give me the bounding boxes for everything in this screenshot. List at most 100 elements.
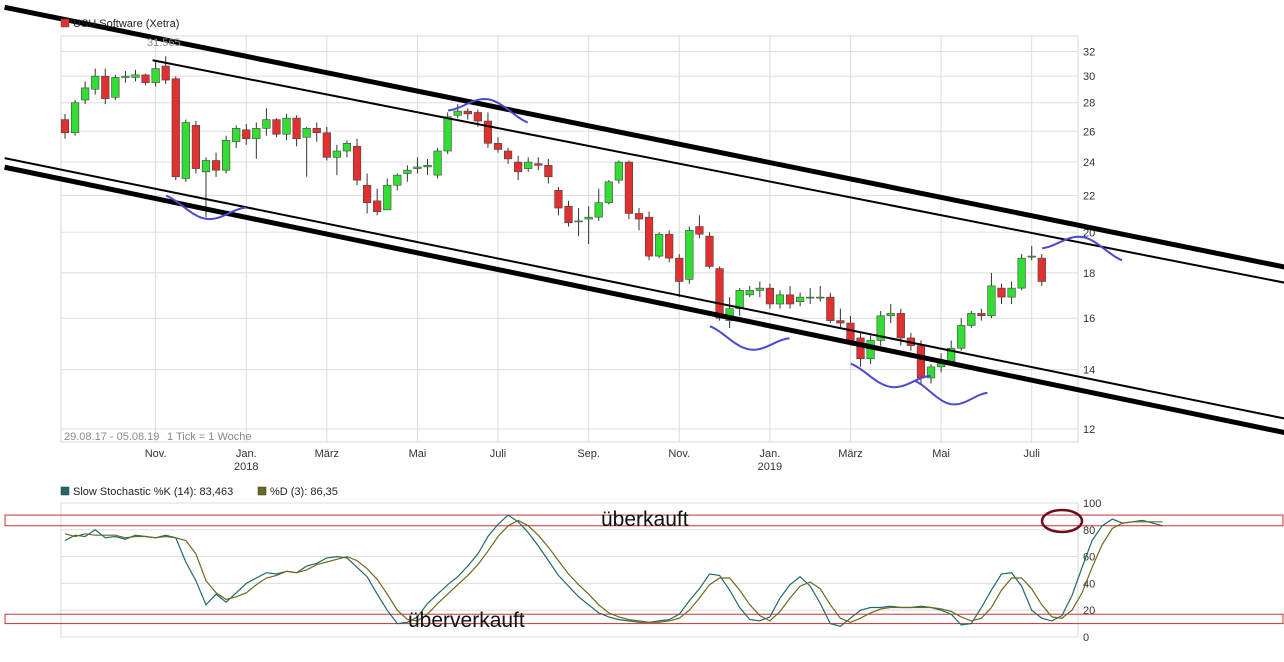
candle-body: [816, 296, 825, 299]
candle-body: [262, 119, 271, 129]
price-plot-area: [60, 35, 1079, 443]
candle-body: [826, 296, 835, 321]
candle-body: [332, 150, 341, 158]
candle-body: [876, 315, 885, 341]
candle-body: [765, 287, 774, 305]
candle-body: [473, 112, 482, 122]
candle-body: [70, 102, 80, 134]
candle-body: [785, 294, 795, 305]
highlight-arc: [850, 362, 931, 389]
stochastic-y-tick-label: 20: [1083, 605, 1095, 617]
candle-body: [856, 337, 865, 360]
price-y-tick-label: 26: [1083, 126, 1095, 138]
candle-body: [453, 110, 462, 116]
price-legend: USU Software (Xetra): [60, 18, 179, 30]
candle-body: [443, 116, 452, 152]
d-legend-swatch: [257, 486, 267, 496]
candle-body: [705, 235, 714, 267]
price-x-tick-label: Sep.: [577, 448, 600, 460]
candle-body: [997, 287, 1006, 298]
range-caption: 29.08.17 - 05.08.19: [64, 431, 159, 443]
price-x-tick-label: Mai: [932, 448, 950, 460]
candle-body: [926, 366, 936, 379]
oversold-label: überverkauft: [408, 609, 525, 632]
price-x-tick-label: Nov.: [145, 448, 167, 460]
candle-body: [755, 287, 764, 291]
stochastic-y-tick-label: 100: [1083, 498, 1101, 510]
k-legend-swatch: [60, 486, 70, 496]
candle-body: [403, 169, 412, 174]
highlight-arc: [165, 194, 247, 221]
candle-body: [483, 120, 493, 144]
candle-body: [292, 117, 301, 140]
candle-body: [524, 161, 533, 169]
candle-body: [806, 296, 815, 299]
candle-body: [957, 325, 966, 349]
candle-body: [342, 143, 352, 152]
trend-line-lower-inner: [4, 157, 1284, 420]
candle-body: [81, 87, 90, 101]
candle-body: [503, 150, 513, 160]
price-y-tick-label: 24: [1083, 157, 1095, 169]
candle-body: [634, 213, 644, 220]
stochastic-lines: [64, 514, 1163, 627]
price-candles: [60, 56, 1046, 384]
stochastic-y-tick-label: 0: [1083, 632, 1089, 644]
candle-body: [362, 184, 372, 203]
stochastic-d-line: [64, 519, 1163, 623]
candle-body: [222, 139, 231, 171]
candle-body: [60, 119, 70, 134]
price-x-tick-year: 2019: [758, 461, 782, 473]
price-high-label: 31.565: [147, 37, 181, 49]
trend-line-upper-inner: [152, 59, 1284, 284]
candle-body: [423, 165, 432, 168]
price-y-tick-label: 28: [1083, 98, 1095, 110]
candle-body: [735, 290, 744, 309]
candle-body: [685, 230, 694, 280]
price-y-tick-label: 32: [1083, 46, 1095, 58]
candle-body: [322, 132, 331, 158]
candle-body: [745, 290, 754, 296]
candle-body: [433, 150, 442, 176]
stochastic-k-line: [64, 514, 1163, 627]
price-x-tick-label: Mai: [409, 448, 427, 460]
price-y-tick-label: 22: [1083, 191, 1095, 203]
price-y-tick-label: 14: [1083, 365, 1095, 377]
price-x-tick-label: Jan.: [760, 448, 781, 460]
candle-body: [554, 190, 563, 209]
candle-body: [111, 77, 120, 98]
candle-body: [302, 128, 311, 138]
candle-body: [614, 161, 623, 181]
price-legend-swatch: [60, 18, 70, 28]
highlight-arc: [914, 380, 988, 406]
stochastic-y-tick-label: 60: [1083, 552, 1095, 564]
highlight-arc: [447, 97, 529, 124]
candle-body: [181, 122, 190, 179]
price-x-tick-label: Juli: [1023, 448, 1040, 460]
candle-body: [151, 68, 160, 83]
candle-body: [1037, 257, 1046, 282]
d-legend-label: %D (3): 86,35: [270, 486, 338, 498]
candle-body: [1027, 255, 1036, 258]
highlight-arc: [709, 325, 790, 351]
candle-body: [131, 74, 140, 78]
candle-body: [796, 296, 805, 303]
candle-body: [886, 313, 895, 317]
candle-body: [655, 233, 664, 257]
tick-caption: 1 Tick = 1 Woche: [167, 431, 251, 443]
highlight-arcs: [165, 97, 1123, 406]
candle-body: [896, 313, 905, 339]
candle-body: [463, 110, 472, 115]
price-y-tick-label: 30: [1083, 71, 1095, 83]
candle-body: [675, 257, 684, 282]
stochastic-legend: Slow Stochastic %K (14): 83,463 %D (3): …: [60, 486, 338, 498]
stochastic-grid: [61, 502, 1078, 638]
candle-body: [383, 184, 392, 211]
price-x-tick-label: März: [315, 448, 339, 460]
stochastic-zone-band: [4, 613, 1284, 625]
candle-body: [493, 143, 503, 150]
